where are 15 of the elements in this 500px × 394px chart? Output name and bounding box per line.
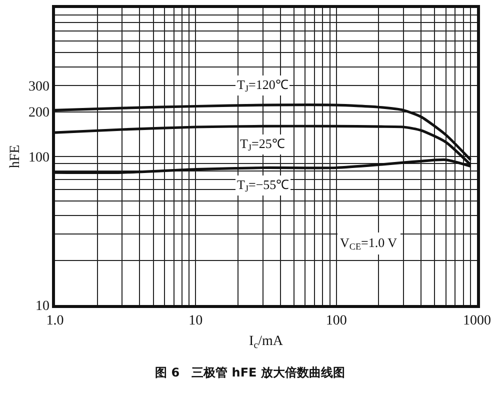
x-tick-label: 10 <box>188 314 203 329</box>
x-tick-label: 100 <box>326 314 347 329</box>
x-tick-label: 1.0 <box>46 314 64 329</box>
annotation: V$_{CE}$=1.0 V <box>340 235 398 252</box>
y-axis-title: hFE <box>8 144 24 168</box>
series-label: T$_{J}$=25℃ <box>240 136 285 153</box>
y-tick-label: 200 <box>28 106 50 121</box>
x-tick-label: 1000 <box>463 314 491 329</box>
x-axis-title: I$_{c}$/mA <box>249 334 284 351</box>
series-label: T$_{J}$=120℃ <box>237 77 288 94</box>
y-tick-label: 100 <box>28 150 50 166</box>
text: 图 6 三极管 hFE 放大倍数曲线图 <box>155 366 345 380</box>
series-label: T$_{J}$=−55℃ <box>237 177 290 194</box>
y-tick-label: 10 <box>35 298 50 314</box>
y-tick-label: 300 <box>28 80 50 95</box>
